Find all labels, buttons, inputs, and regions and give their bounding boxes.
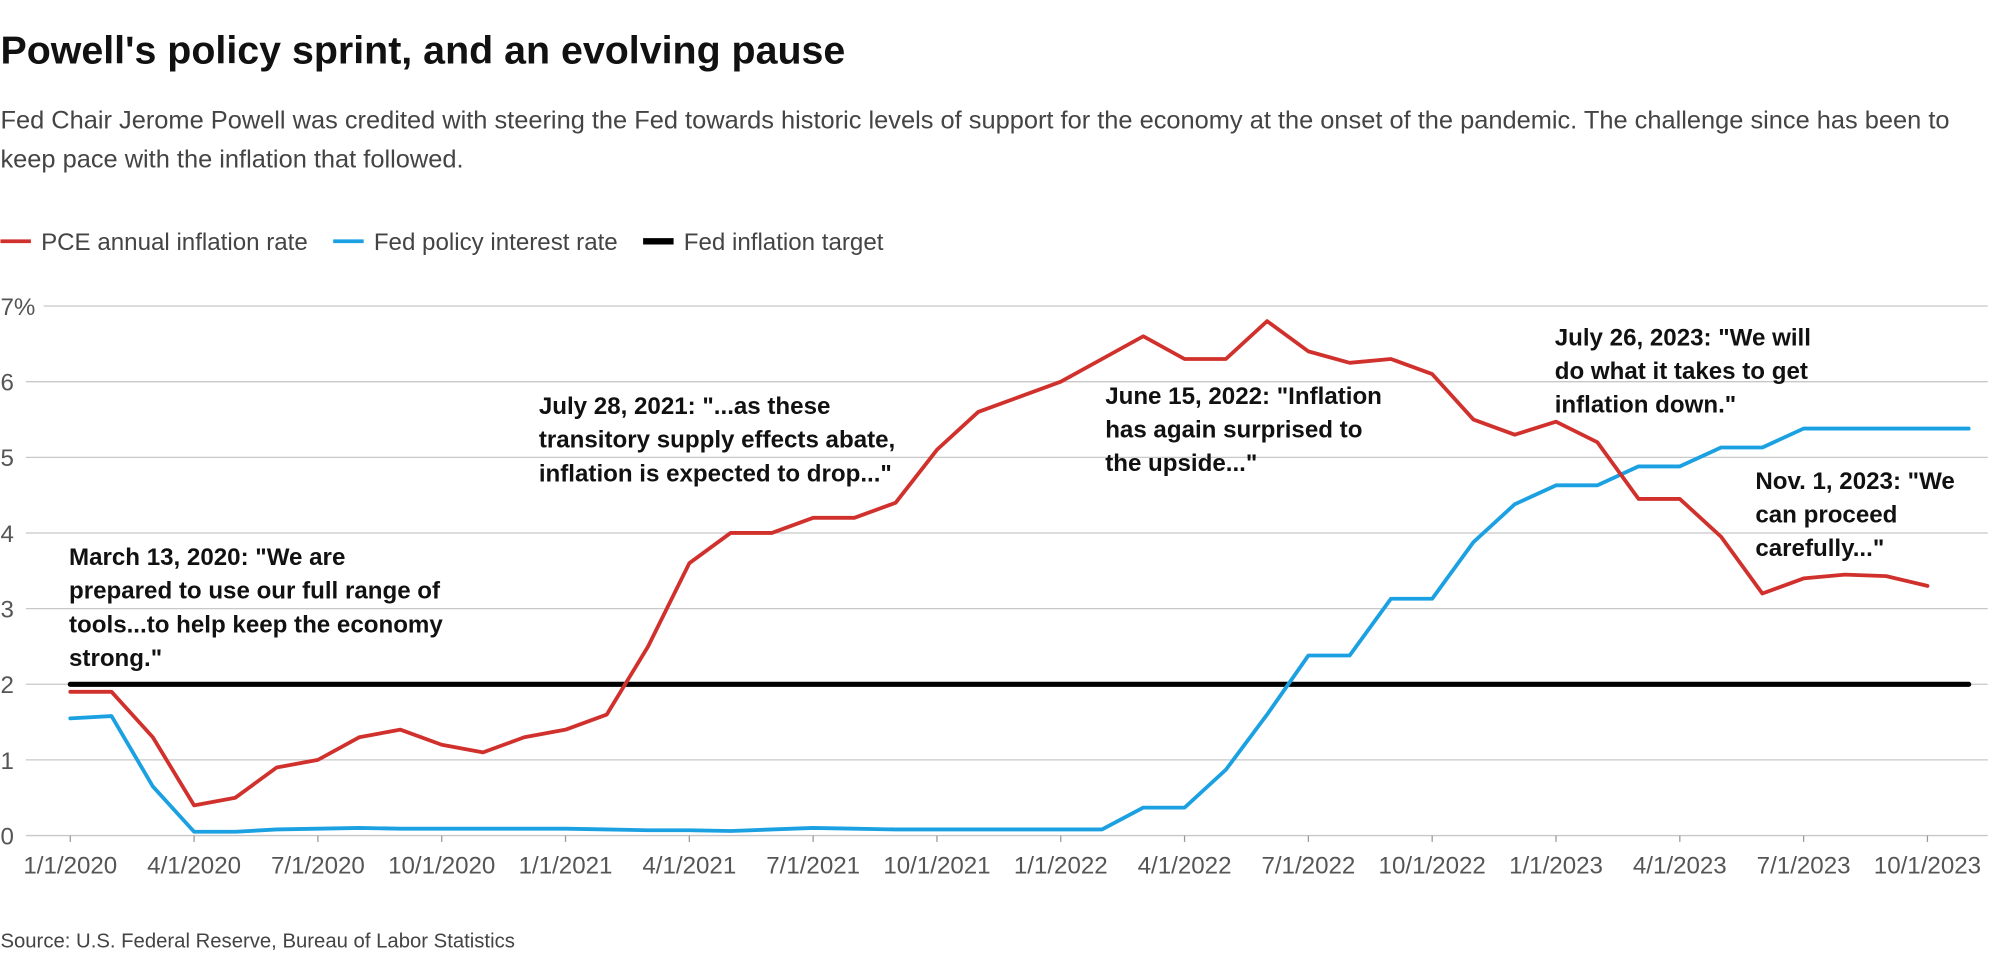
x-tick-label: 1/1/2023: [1509, 853, 1603, 880]
x-tick-label: 7/1/2023: [1757, 853, 1851, 880]
series-line: [68, 426, 1971, 834]
y-tick-label: 5: [0, 445, 13, 472]
y-tick-label: 2: [0, 672, 13, 699]
x-tick-label: 4/1/2021: [642, 853, 736, 880]
x-tick-label: 10/1/2022: [1379, 853, 1486, 880]
y-tick-label: 7%: [0, 294, 35, 321]
x-tick-label: 10/1/2020: [388, 853, 495, 880]
annotation: Nov. 1, 2023: "We: [1755, 468, 1954, 495]
source: Source: U.S. Federal Reserve, Bureau of …: [0, 930, 514, 952]
y-tick-label: 6: [0, 370, 13, 397]
annotation: transitory supply effects abate,: [539, 427, 895, 454]
y-tick-label: 3: [0, 597, 13, 624]
x-tick-label: 1/1/2020: [23, 853, 117, 880]
legend-label: Fed inflation target: [684, 229, 884, 256]
annotation: March 13, 2020: "We are: [69, 544, 345, 571]
x-tick-label: 1/1/2022: [1014, 853, 1108, 880]
x-tick-label: 7/1/2022: [1261, 853, 1355, 880]
y-tick-label: 1: [0, 748, 13, 775]
x-tick-label: 4/1/2023: [1633, 853, 1727, 880]
annotation: has again surprised to: [1105, 416, 1362, 443]
x-tick-label: 10/1/2021: [883, 853, 990, 880]
x-tick-label: 1/1/2021: [519, 853, 613, 880]
x-tick-label: 7/1/2020: [271, 853, 365, 880]
legend-label: PCE annual inflation rate: [41, 229, 308, 256]
annotation: do what it takes to get: [1555, 358, 1808, 385]
annotation: June 15, 2022: "Inflation: [1105, 383, 1382, 410]
annotation: carefully...": [1755, 535, 1884, 562]
x-tick-label: 4/1/2020: [147, 853, 241, 880]
annotation: inflation is expected to drop...": [539, 460, 892, 487]
y-tick-label: 4: [0, 521, 13, 548]
annotation: July 28, 2021: "...as these: [539, 393, 831, 420]
x-tick-label: 7/1/2021: [766, 853, 860, 880]
annotation: tools...to help keep the economy: [69, 611, 443, 638]
annotation: can proceed: [1755, 502, 1897, 529]
series-line: [68, 319, 1930, 808]
legend-label: Fed policy interest rate: [374, 229, 618, 256]
annotation: inflation down.": [1555, 392, 1737, 419]
chart-subtitle: Fed Chair Jerome Powell was credited wit…: [0, 106, 1950, 174]
x-tick-label: 10/1/2023: [1874, 853, 1981, 880]
annotation: the upside...": [1105, 450, 1257, 477]
x-tick-label: 4/1/2022: [1138, 853, 1232, 880]
chart-title: Powell's policy sprint, and an evolving …: [0, 28, 845, 72]
annotation: strong.": [69, 645, 162, 672]
y-tick-label: 0: [0, 823, 13, 850]
annotation: prepared to use our full range of: [69, 578, 441, 605]
annotation: July 26, 2023: "We will: [1555, 324, 1811, 351]
subtitle-box: Fed Chair Jerome Powell was credited wit…: [0, 106, 1950, 174]
